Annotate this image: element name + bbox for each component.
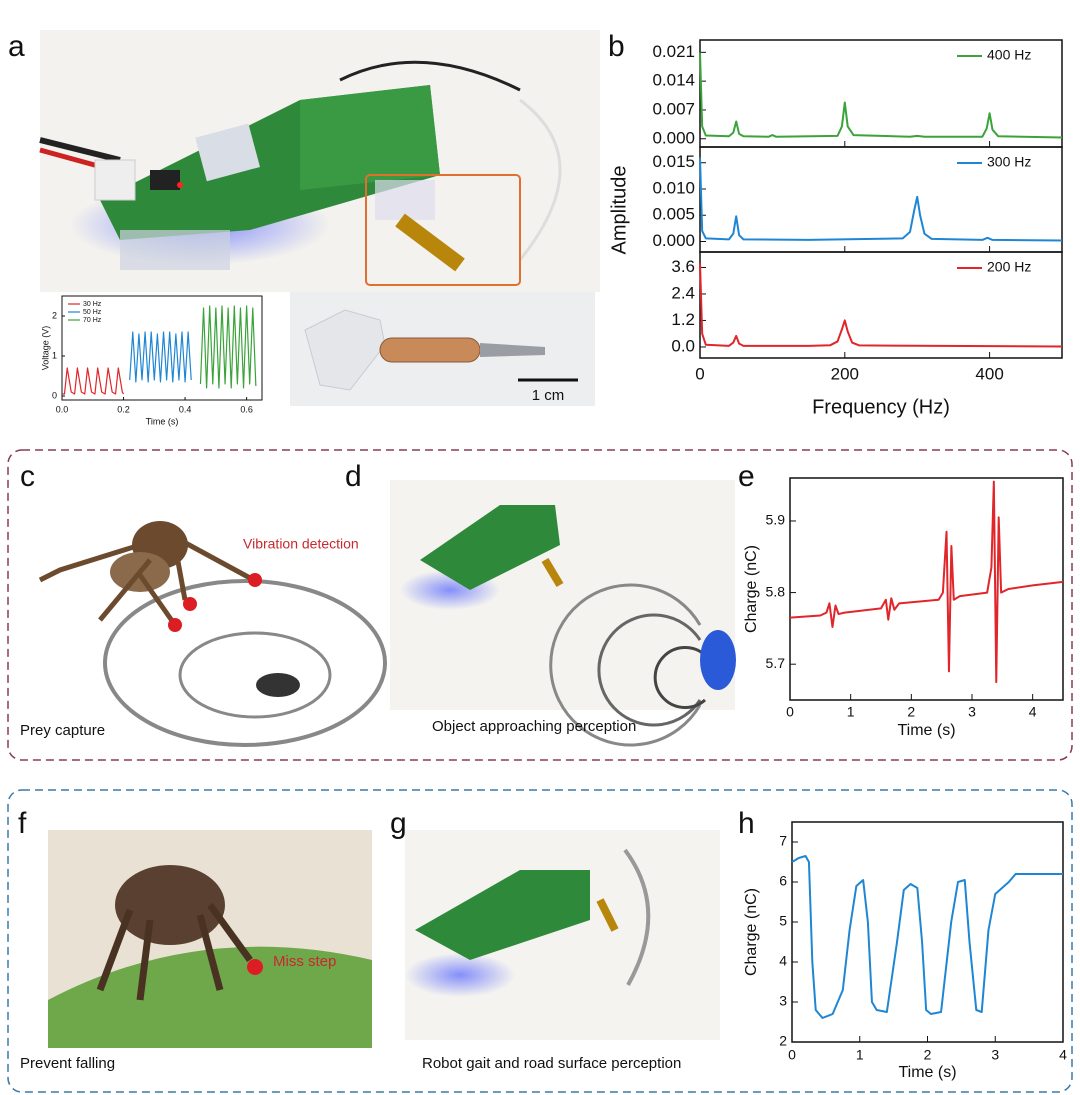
y-tick-label: 0	[52, 390, 57, 400]
y-tick-label: 0.014	[652, 71, 695, 90]
x-tick-label: 2	[907, 704, 915, 720]
panel-label: f	[18, 807, 27, 840]
panel-label: e	[738, 460, 755, 493]
y-tick-label: 0.021	[652, 42, 695, 61]
photo-leg: 1 cm	[290, 292, 595, 406]
data-line	[789, 480, 1064, 684]
data-line	[199, 305, 257, 389]
y-axis-label: Charge (nC)	[743, 545, 760, 633]
y-axis-label: Voltage (V)	[40, 326, 50, 371]
x-tick-label: 0.4	[179, 404, 192, 414]
x-tick-label: 1	[847, 704, 855, 720]
y-tick-label: 0.000	[652, 231, 695, 250]
x-axis-label: Frequency (Hz)	[812, 396, 950, 418]
legend-label: 200 Hz	[987, 259, 1031, 275]
legend-label: 300 Hz	[987, 154, 1031, 170]
y-tick-label: 3	[779, 993, 787, 1009]
x-tick-label: 0	[695, 364, 704, 383]
photo-spider: Miss step	[48, 830, 372, 1048]
caption: Prey capture	[20, 722, 105, 739]
photo-gait	[405, 830, 720, 1040]
y-tick-label: 2	[52, 310, 57, 320]
photo-robot	[39, 30, 600, 292]
y-tick-label: 6	[779, 873, 787, 889]
data-line	[129, 331, 192, 383]
data-line	[62, 367, 125, 395]
y-axis-label: Charge (nC)	[743, 888, 760, 976]
y-tick-label: 5.9	[766, 512, 786, 528]
caption: Prevent falling	[20, 1055, 115, 1072]
x-tick-label: 0.0	[56, 404, 69, 414]
panel-label: g	[390, 807, 407, 840]
plot-frame	[789, 477, 1064, 701]
x-tick-label: 0	[788, 1047, 796, 1063]
x-tick-label: 3	[968, 704, 976, 720]
x-tick-label: 0	[786, 704, 794, 720]
legend-label: 70 Hz	[83, 317, 102, 324]
y-tick-label: 4	[779, 953, 787, 969]
scale-label: 1 cm	[532, 387, 565, 404]
y-tick-label: 5.8	[766, 583, 786, 599]
y-tick-label: 0.010	[652, 178, 695, 197]
y-tick-label: 1	[52, 350, 57, 360]
y-tick-label: 0.005	[652, 205, 695, 224]
y-tick-label: 7	[779, 833, 787, 849]
group-box	[7, 789, 1073, 1093]
legend-label: 30 Hz	[83, 301, 102, 308]
x-tick-label: 0.2	[117, 404, 130, 414]
y-tick-label: 2	[779, 1033, 787, 1049]
x-tick-label: 200	[831, 364, 859, 383]
panel-label: d	[345, 460, 362, 493]
y-tick-label: 1.2	[671, 310, 695, 329]
y-tick-label: 5	[779, 913, 787, 929]
caption: Robot gait and road surface perception	[422, 1055, 681, 1072]
x-axis-label: Time (s)	[898, 1064, 956, 1081]
x-tick-label: 0.6	[240, 404, 253, 414]
legend-label: 400 Hz	[987, 47, 1031, 63]
y-axis-label: Amplitude	[608, 166, 630, 255]
x-tick-label: 4	[1029, 704, 1037, 720]
plot-frame	[61, 295, 263, 401]
y-tick-label: 3.6	[671, 257, 695, 276]
panel-label: h	[738, 807, 755, 840]
y-tick-label: 0.007	[652, 99, 695, 118]
annotation: Vibration detection	[243, 536, 359, 552]
data-line	[699, 157, 1063, 242]
caption: Object approaching perception	[432, 718, 636, 735]
data-line	[791, 855, 1063, 1019]
x-tick-label: 3	[991, 1047, 999, 1063]
data-line	[699, 52, 1063, 139]
plot-frame	[791, 821, 1064, 1043]
panel-label: b	[608, 30, 625, 63]
panel-label: a	[8, 30, 25, 63]
data-line	[699, 263, 1063, 348]
annotation: Miss step	[273, 953, 336, 970]
y-tick-label: 2.4	[671, 283, 695, 302]
x-axis-label: Time (s)	[897, 722, 955, 739]
y-tick-label: 0.000	[652, 128, 695, 147]
group-box	[7, 449, 1073, 761]
plot-frame	[699, 251, 1063, 359]
photo-approach	[390, 480, 736, 747]
illustration-prey: Vibration detection	[38, 521, 387, 747]
y-tick-label: 5.7	[766, 655, 786, 671]
y-tick-label: 0.0	[671, 336, 695, 355]
x-tick-label: 4	[1059, 1047, 1067, 1063]
y-tick-label: 0.015	[652, 152, 695, 171]
x-tick-label: 2	[924, 1047, 932, 1063]
x-tick-label: 400	[975, 364, 1003, 383]
legend-label: 50 Hz	[83, 309, 102, 316]
panel-label: c	[20, 460, 35, 493]
x-axis-label: Time (s)	[146, 416, 179, 426]
x-tick-label: 1	[856, 1047, 864, 1063]
